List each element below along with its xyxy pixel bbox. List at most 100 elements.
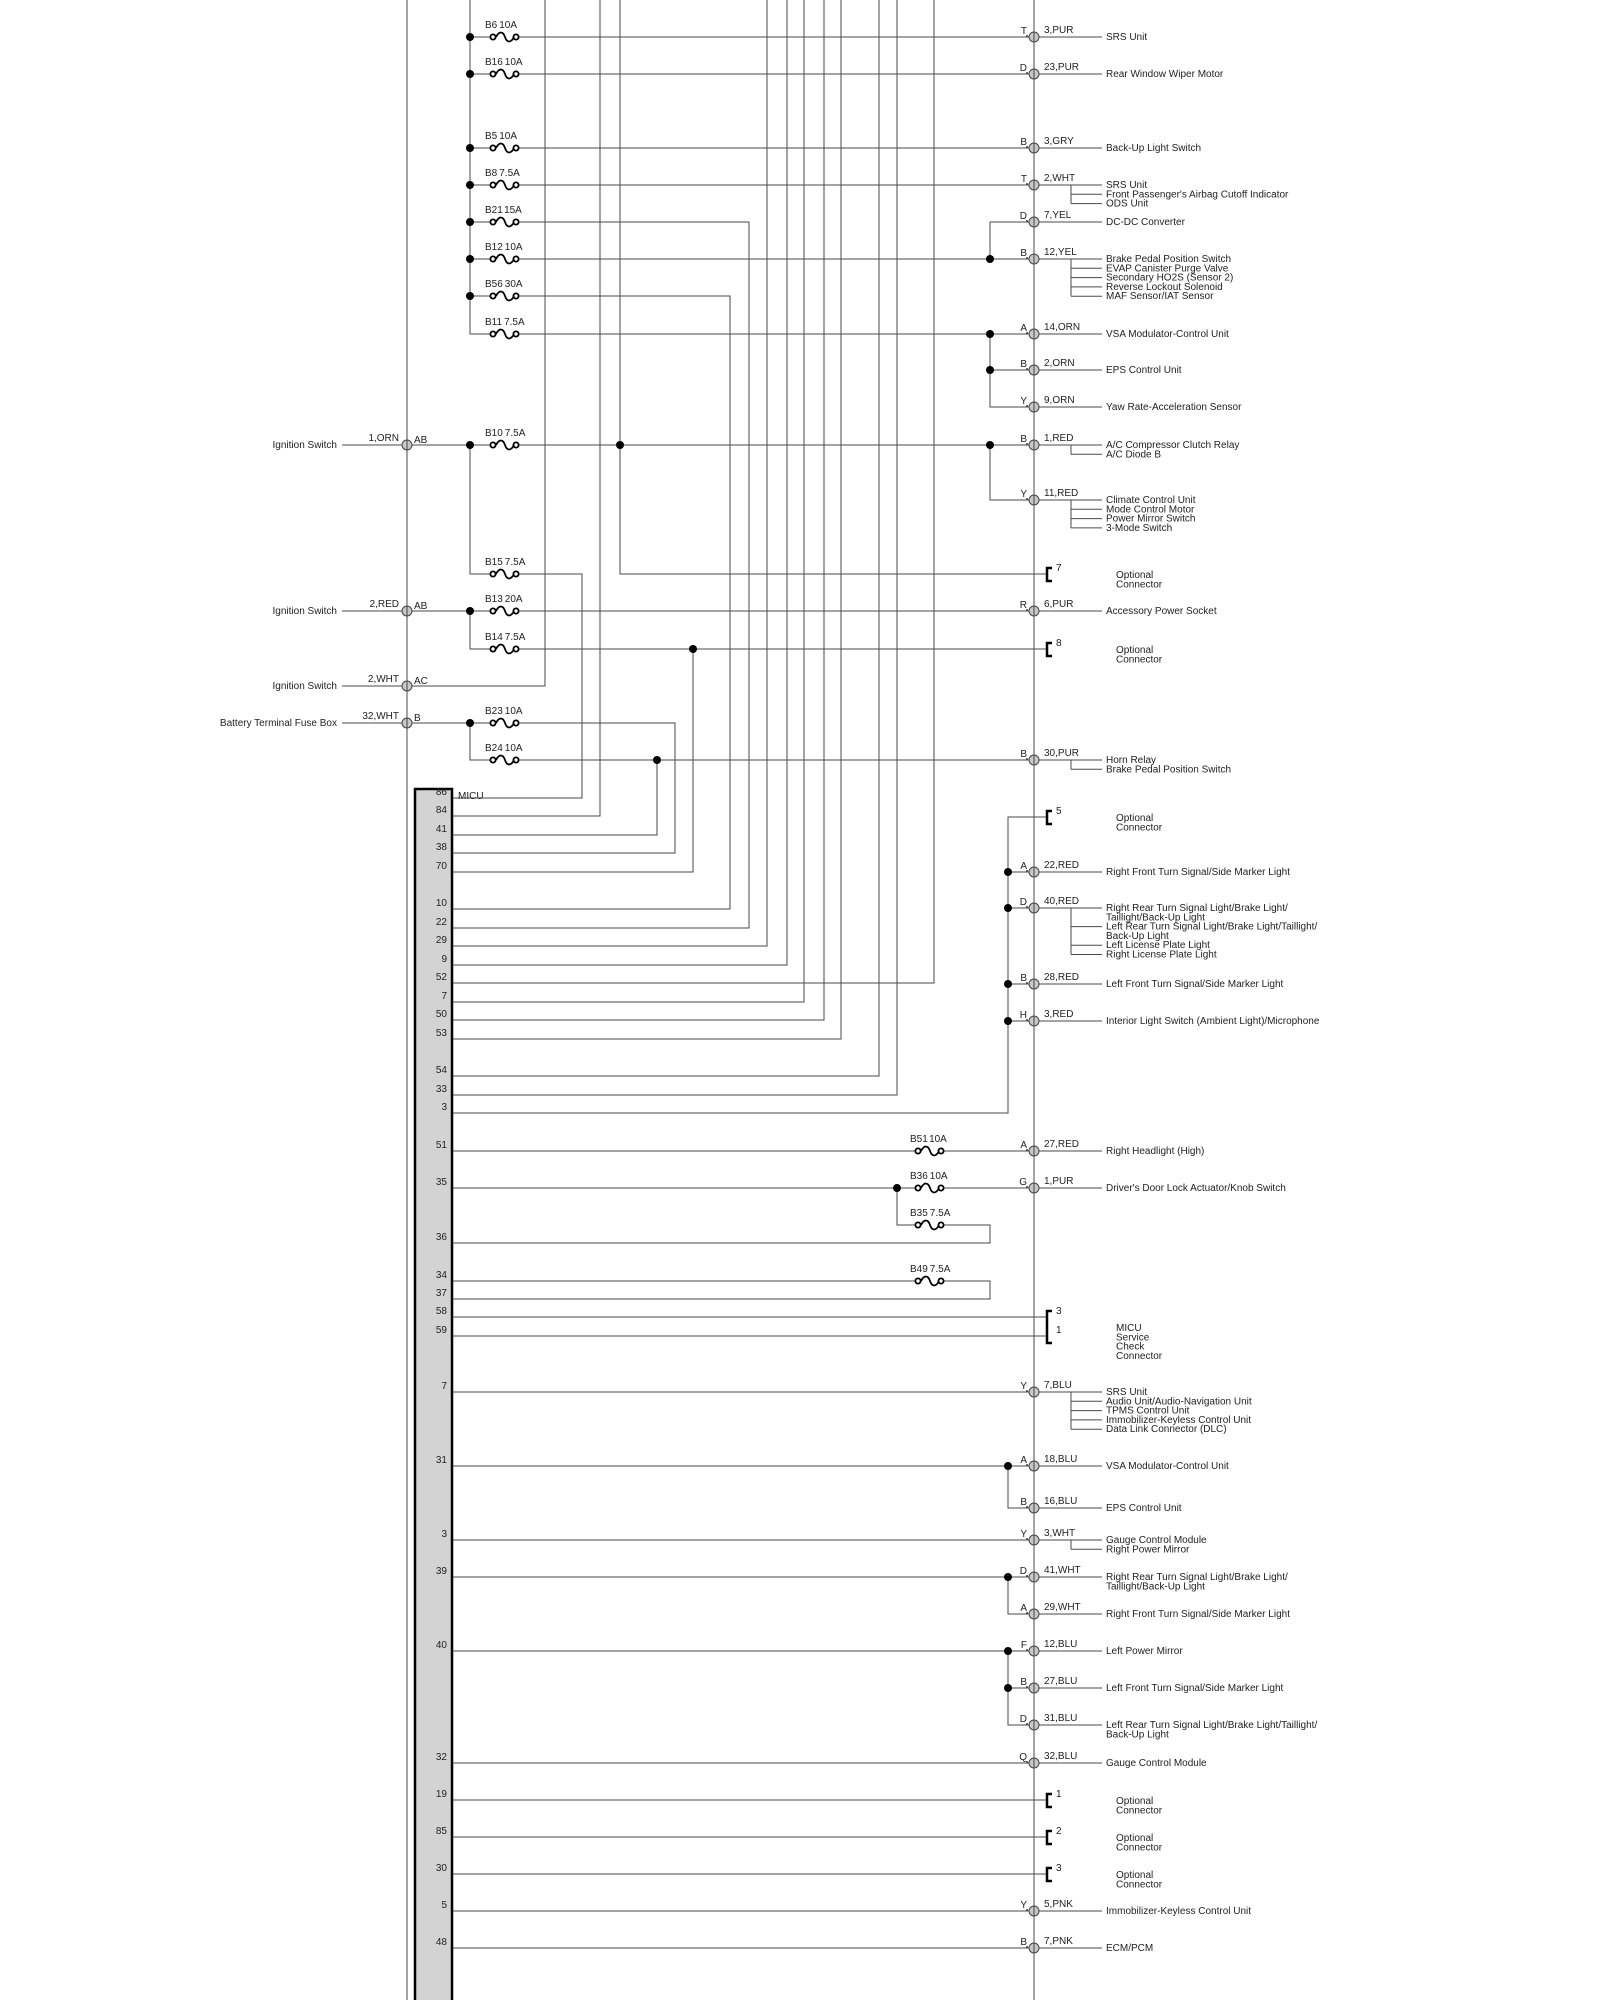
- load-label: EPS Control Unit: [1106, 365, 1182, 376]
- fuse-terminal-icon: [512, 330, 520, 338]
- splice-dot: [986, 366, 994, 374]
- connector-terminal-label: H: [1020, 1010, 1027, 1021]
- fuse-terminal-icon: [937, 1147, 945, 1155]
- wire-color-label: 32,BLU: [1044, 1751, 1077, 1762]
- fuse-label: B10 7.5A: [485, 428, 526, 439]
- load-label: Right License Plate Light: [1106, 950, 1217, 961]
- terminal-marker-icon: [1026, 1506, 1028, 1508]
- fuse-rating: 7.5A: [505, 557, 526, 568]
- micu-pin-number: 9: [441, 954, 447, 965]
- load-label: SRS Unit: [1106, 1387, 1147, 1398]
- fuse-terminal-icon: [512, 441, 520, 449]
- terminal-marker-icon: [1026, 332, 1028, 334]
- wire-color-label: 3,RED: [1044, 1009, 1073, 1020]
- micu-pin-number: 22: [436, 917, 448, 928]
- wire-color-label: 41,WHT: [1044, 1565, 1081, 1576]
- wire-color-label: 1,PUR: [1044, 1176, 1073, 1187]
- terminal-marker-icon: [1026, 906, 1028, 908]
- fuse-id: B10: [485, 428, 503, 439]
- connector-bracket-icon: [1045, 566, 1052, 583]
- fuse-id: B11: [485, 317, 502, 328]
- fuse-terminal-icon: [489, 218, 497, 226]
- connector-bracket-icon: [1045, 1309, 1052, 1345]
- splice-dot: [616, 441, 624, 449]
- fuse-rating: 20A: [505, 594, 523, 605]
- output-connector: A 29,WHT Right Front Turn Signal/Side Mark…: [1020, 1602, 1290, 1620]
- wire: [452, 816, 1046, 1114]
- connector-terminal-label: B: [1020, 749, 1027, 760]
- fuse-id: B16: [485, 57, 503, 68]
- connector-terminal-label: B: [1020, 1677, 1027, 1688]
- connector-label: Connector: [1116, 1842, 1163, 1853]
- input-wire-label: 2,WHT: [368, 674, 399, 685]
- connector-terminal-label: B: [1020, 137, 1027, 148]
- connector-terminal-label: B: [1020, 248, 1027, 259]
- fuse-terminal-icon: [512, 719, 520, 727]
- output-connector: H 3,RED Interior Light Switch (Ambient Lig…: [1020, 1009, 1320, 1027]
- terminal-marker-icon: [1026, 1723, 1028, 1725]
- connector-label: Connector: [1116, 1351, 1163, 1362]
- wire-color-label: 3,PUR: [1044, 25, 1073, 36]
- splice-dot: [986, 330, 994, 338]
- micu-pin-number: 32: [436, 1752, 448, 1763]
- output-connector: B 2,ORN EPS Control Unit: [1020, 358, 1181, 376]
- wire: [452, 0, 768, 947]
- output-connector: Y 5,PNK Immobilizer-Keyless Control Unit: [1020, 1899, 1251, 1917]
- load-label: Interior Light Switch (Ambient Light)/Mi…: [1106, 1016, 1320, 1027]
- fuse-b23: B23 10A: [485, 706, 523, 729]
- connector-terminal-label: Y: [1020, 1529, 1027, 1540]
- connector-terminal-label: D: [1020, 63, 1027, 74]
- connector-terminal-label: D: [1020, 1566, 1027, 1577]
- connector-label: Optional: [1116, 1796, 1153, 1807]
- splice-dot: [689, 645, 697, 653]
- micu-pin-number: 3: [441, 1529, 447, 1540]
- fuse-icon: [495, 328, 515, 340]
- input-terminal-label: AC: [414, 676, 428, 687]
- fuse-b6: B6 10A: [485, 20, 520, 43]
- fuse-terminal-icon: [512, 144, 520, 152]
- micu-pin-number: 70: [436, 861, 448, 872]
- connector-terminal-label: B: [1020, 973, 1027, 984]
- splice-dot: [1004, 1684, 1012, 1692]
- connector-label: Connector: [1116, 654, 1163, 665]
- load-label: VSA Modulator-Control Unit: [1106, 329, 1229, 340]
- load-label: Back-Up Light Switch: [1106, 143, 1201, 154]
- fuse-terminal-icon: [512, 756, 520, 764]
- micu-pin-number: 59: [436, 1325, 448, 1336]
- output-connector: D 40,RED Right Rear Turn Signal Light/Brak…: [1020, 896, 1318, 961]
- wire: [452, 0, 788, 966]
- fuse-label: B35 7.5A: [910, 1208, 951, 1219]
- load-label: Left License Plate Light: [1106, 940, 1210, 951]
- wire-color-label: 1,RED: [1044, 433, 1073, 444]
- fuse-terminal-icon: [914, 1184, 922, 1192]
- connector-terminal-label: Q: [1019, 1752, 1027, 1763]
- connector-terminal-label: Y: [1020, 1900, 1027, 1911]
- micu-pin-number: 39: [436, 1566, 448, 1577]
- terminal-marker-icon: [1026, 368, 1028, 370]
- fuse-icon: [495, 253, 515, 265]
- load-label: VSA Modulator-Control Unit: [1106, 1461, 1229, 1472]
- fuse-rating: 10A: [505, 242, 523, 253]
- fuse-rating: 10A: [929, 1134, 947, 1145]
- fuse-label: B14 7.5A: [485, 632, 526, 643]
- load-label: Right Power Mirror: [1106, 1544, 1190, 1555]
- splice-dot: [1004, 1647, 1012, 1655]
- connector-terminal-label: Y: [1020, 1381, 1027, 1392]
- load-label: Gauge Control Module: [1106, 1535, 1207, 1546]
- splice-dot: [466, 255, 474, 263]
- micu-pin-number: 33: [436, 1084, 448, 1095]
- connector-terminal-label: T: [1021, 174, 1027, 185]
- terminal-marker-icon: [1026, 220, 1028, 222]
- load-label: Right Front Turn Signal/Side Marker Ligh…: [1106, 867, 1290, 878]
- terminal-marker-icon: [1026, 146, 1028, 148]
- input-source-label: Ignition Switch: [273, 440, 337, 451]
- wire: [896, 1188, 915, 1226]
- connector-label: Optional: [1116, 1870, 1153, 1881]
- fuse-label: B51 10A: [910, 1134, 947, 1145]
